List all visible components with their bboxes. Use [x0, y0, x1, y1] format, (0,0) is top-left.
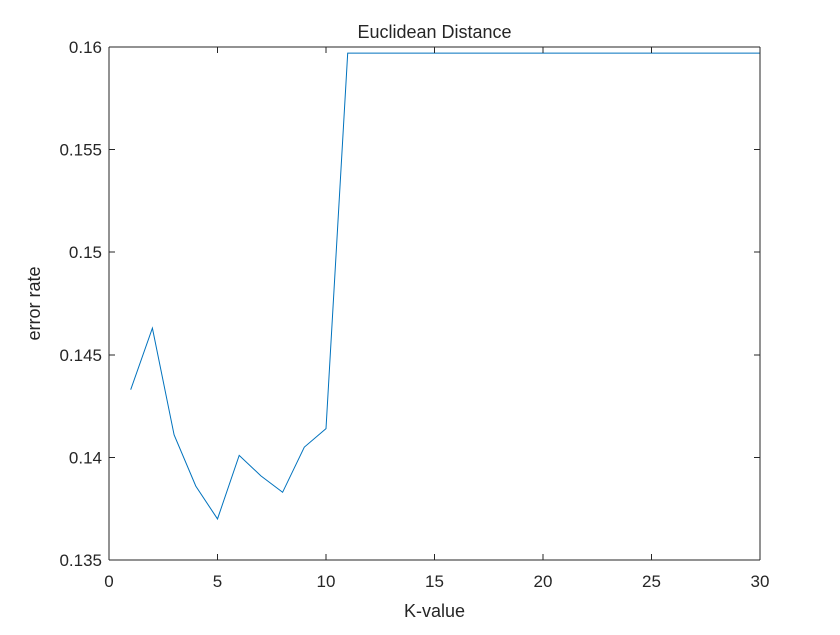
y-tick-label: 0.135 — [59, 551, 102, 570]
x-tick-label: 15 — [425, 572, 444, 591]
x-tick-label: 20 — [534, 572, 553, 591]
x-tick-label: 25 — [642, 572, 661, 591]
x-tick-label: 5 — [213, 572, 222, 591]
series-layer — [130, 52, 760, 521]
x-axis-label: K-value — [404, 601, 465, 621]
y-tick-label: 0.155 — [59, 141, 102, 160]
y-tick-label: 0.14 — [69, 448, 102, 467]
x-tick-label: 0 — [104, 572, 113, 591]
y-axis-label: error rate — [24, 266, 44, 340]
chart-title: Euclidean Distance — [357, 22, 511, 42]
series-line-1 — [130, 52, 760, 521]
y-tick-label: 0.145 — [59, 346, 102, 365]
plot-area — [109, 47, 760, 560]
y-tick-label: 0.16 — [69, 38, 102, 57]
ticks-layer: 0 5 10 15 20 25 30 0.135 0.14 0.145 0.15 0.155 0.16 — [59, 38, 769, 591]
y-tick-label: 0.15 — [69, 243, 102, 262]
x-tick-label: 10 — [317, 572, 336, 591]
x-tick-label: 30 — [751, 572, 770, 591]
